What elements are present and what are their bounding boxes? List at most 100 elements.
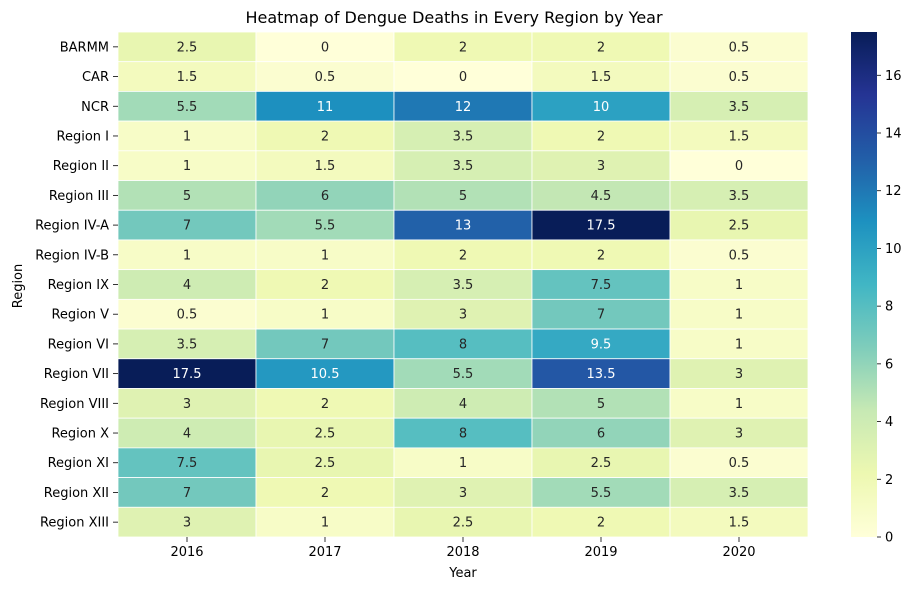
heatmap-cell xyxy=(117,328,257,360)
heatmap-cell-label: 1 xyxy=(183,129,191,144)
heatmap-cell-label: 0 xyxy=(735,159,743,174)
heatmap-cell xyxy=(393,417,533,449)
heatmap-cell-label: 2.5 xyxy=(591,456,612,471)
heatmap-cell-label: 11 xyxy=(317,100,334,115)
y-tick-label: Region IV-A xyxy=(35,219,109,234)
heatmap-cell-label: 2 xyxy=(459,40,467,55)
heatmap-cell-label: 7.5 xyxy=(177,456,198,471)
colorbar-tick-label: 14 xyxy=(885,127,902,142)
heatmap-cell xyxy=(531,447,671,478)
heatmap-cell-label: 7.5 xyxy=(591,278,612,293)
heatmap-cell xyxy=(255,447,395,478)
heatmap-cell-label: 5 xyxy=(597,397,605,412)
y-tick-label: Region XII xyxy=(44,486,109,501)
heatmap-cell-label: 10.5 xyxy=(311,367,340,382)
heatmap-cell-label: 8 xyxy=(459,337,467,352)
x-tick-label: 2018 xyxy=(446,545,479,560)
heatmap-cell-label: 3 xyxy=(735,427,743,442)
heatmap-cell-label: 6 xyxy=(321,189,329,204)
heatmap-cell-label: 1 xyxy=(321,248,329,263)
heatmap-cell xyxy=(117,298,257,330)
y-tick-label: Region VII xyxy=(44,367,109,382)
colorbar-tick-label: 10 xyxy=(885,242,902,257)
heatmap-cell xyxy=(531,239,671,271)
heatmap-cell-label: 4 xyxy=(459,397,467,412)
heatmap-cell-label: 1.5 xyxy=(729,129,750,144)
colorbar-gradient xyxy=(851,32,877,537)
heatmap-cell-label: 5 xyxy=(183,189,191,204)
heatmap-cell xyxy=(393,120,533,152)
heatmap-cell-label: 2.5 xyxy=(315,427,336,442)
y-axis: BARMM CAR NCR Region I Region II Region III Re… xyxy=(35,40,118,531)
y-tick-label: Region V xyxy=(51,308,109,323)
heatmap-cell xyxy=(255,150,395,181)
heatmap-cell-label: 17.5 xyxy=(587,219,616,234)
heatmap-cell xyxy=(669,506,809,538)
heatmap-cell xyxy=(393,31,533,63)
heatmap-cell-label: 2.5 xyxy=(315,456,336,471)
heatmap-cell-label: 1 xyxy=(735,337,743,352)
heatmap-cell-label: 5.5 xyxy=(315,219,336,234)
heatmap-cell-label: 7 xyxy=(597,308,605,323)
heatmap-cell xyxy=(393,506,533,538)
heatmap-cell xyxy=(669,61,809,92)
heatmap-cell-label: 4 xyxy=(183,278,191,293)
heatmap-cell xyxy=(531,477,671,508)
heatmap-cell xyxy=(255,506,395,538)
heatmap-cell xyxy=(669,388,809,419)
heatmap-cell-label: 2 xyxy=(597,516,605,531)
heatmap-cell xyxy=(393,447,533,478)
heatmap-cell-label: 3.5 xyxy=(453,278,474,293)
heatmap-cell xyxy=(669,298,809,330)
y-tick-label: Region XI xyxy=(48,456,109,471)
heatmap-cell-label: 0.5 xyxy=(729,248,750,263)
heatmap-cell xyxy=(117,358,257,389)
heatmap-cell xyxy=(531,388,671,419)
y-tick-label: Region VI xyxy=(48,337,109,352)
y-tick-label: Region X xyxy=(51,427,109,442)
x-tick-label: 2020 xyxy=(722,545,755,560)
heatmap-cell-label: 0 xyxy=(459,70,467,85)
heatmap-cell-label: 1 xyxy=(183,159,191,174)
x-tick-label: 2019 xyxy=(584,545,617,560)
heatmap-cell xyxy=(393,298,533,330)
heatmap-cell-label: 2 xyxy=(321,129,329,144)
heatmap-cell-label: 0.5 xyxy=(729,456,750,471)
heatmap-cell xyxy=(531,298,671,330)
heatmap-cell xyxy=(117,417,257,449)
heatmap-cell xyxy=(669,417,809,449)
colorbar-tick-label: 0 xyxy=(885,531,893,546)
heatmap-cell-label: 2 xyxy=(321,397,329,412)
heatmap-cell-label: 2 xyxy=(321,486,329,501)
heatmap-cell-label: 7 xyxy=(183,486,191,501)
colorbar-tick-label: 6 xyxy=(885,357,893,372)
heatmap-cell-label: 3 xyxy=(183,516,191,531)
heatmap-cell-label: 0.5 xyxy=(729,40,750,55)
heatmap-cell xyxy=(393,61,533,92)
heatmap-cell-label: 3.5 xyxy=(729,486,750,501)
y-tick-label: Region XIII xyxy=(40,516,109,531)
heatmap-cell-label: 1 xyxy=(735,278,743,293)
heatmap-cell-labels: 2.5 0 2 2 0.51.5 0.5 0 1.5 0.55.5 11 12 10 3.51 2 3.5 2… xyxy=(173,40,750,530)
y-tick-label: Region II xyxy=(53,159,109,174)
y-tick-label: Region IV-B xyxy=(35,248,109,263)
colorbar: 0 2 4 6 8 10 12 14 16 xyxy=(851,32,902,546)
heatmap-cell xyxy=(117,31,257,63)
heatmap-cell-label: 6 xyxy=(597,427,605,442)
heatmap-cell-label: 5.5 xyxy=(453,367,474,382)
heatmap-cell-label: 1.5 xyxy=(177,70,198,85)
heatmap-cell-label: 3 xyxy=(459,486,467,501)
heatmap-cell-label: 3 xyxy=(183,397,191,412)
colorbar-tick-label: 12 xyxy=(885,184,902,199)
heatmap-cell-label: 0.5 xyxy=(729,70,750,85)
heatmap-cell-label: 3.5 xyxy=(453,159,474,174)
heatmap-cell xyxy=(669,239,809,271)
heatmap-cell xyxy=(393,180,533,211)
heatmap-cell-label: 13 xyxy=(455,219,472,234)
heatmap-cell-label: 2 xyxy=(321,278,329,293)
heatmap-cell xyxy=(117,388,257,419)
heatmap-cell xyxy=(669,477,809,508)
heatmap-cell xyxy=(531,358,671,389)
colorbar-tick-label: 16 xyxy=(885,69,902,84)
